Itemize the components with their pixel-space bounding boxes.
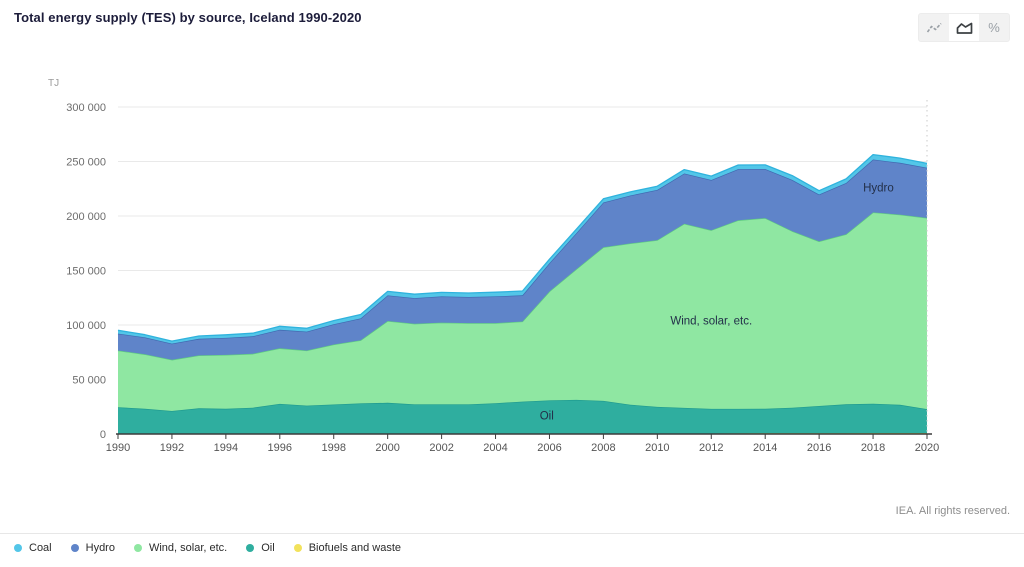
line-view-button[interactable] [919, 14, 949, 41]
x-tick-label: 2020 [915, 442, 939, 454]
x-tick-label: 1994 [214, 442, 238, 454]
x-tick-label: 1998 [321, 442, 345, 454]
legend-label: Oil [261, 542, 275, 554]
legend-item-oil[interactable]: Oil [246, 542, 275, 554]
x-tick-label: 1996 [268, 442, 292, 454]
page-title: Total energy supply (TES) by source, Ice… [14, 10, 362, 25]
percent-view-button[interactable]: % [979, 14, 1009, 41]
x-tick-label: 2004 [483, 442, 507, 454]
x-tick-label: 2010 [645, 442, 669, 454]
x-tick-label: 2018 [861, 442, 885, 454]
area-chart-icon [956, 22, 972, 34]
legend-dot-wind_solar [133, 544, 142, 552]
legend-label: Biofuels and waste [308, 542, 402, 554]
y-tick-label: 100 000 [66, 320, 106, 332]
area-view-button[interactable] [949, 14, 979, 41]
area-oil[interactable] [118, 399, 927, 434]
x-tick-label: 2016 [807, 442, 831, 454]
series-label-wind-solar-etc: Wind, solar, etc. [670, 316, 752, 328]
y-tick-label: 250 000 [66, 157, 106, 169]
legend-label: Coal [29, 542, 52, 554]
legend-dot-coal [14, 544, 22, 552]
x-tick-label: 2008 [591, 442, 615, 454]
series-label-hydro: Hydro [863, 183, 894, 195]
legend-dot-oil [246, 544, 255, 552]
legend-dot-biofuels [293, 544, 302, 552]
x-tick-label: 2000 [375, 442, 399, 454]
x-tick-label: 2006 [537, 442, 561, 454]
line-chart-icon [926, 22, 942, 32]
series-label-oil: Oil [540, 410, 554, 422]
area-topline-coal [117, 153, 928, 342]
y-tick-label: 300 000 [66, 102, 106, 114]
legend-item-biofuels[interactable]: Biofuels and waste [293, 542, 402, 554]
y-axis-unit-label: TJ [48, 78, 59, 89]
percent-icon: % [988, 20, 1000, 35]
x-tick-label: 1990 [106, 442, 130, 454]
legend-item-hydro[interactable]: Hydro [70, 542, 115, 554]
legend-divider [0, 533, 1024, 534]
legend-label: Wind, solar, etc. [148, 542, 228, 554]
legend-item-wind_solar[interactable]: Wind, solar, etc. [133, 542, 228, 554]
legend-dot-hydro [70, 544, 79, 552]
y-tick-label: 200 000 [66, 211, 106, 223]
y-tick-label: 0 [100, 429, 106, 441]
area-hydro[interactable] [118, 159, 927, 360]
legend: Coal Hydro Wind, solar, etc. Oil Biofuels an… [14, 542, 401, 554]
y-tick-label: 50 000 [72, 375, 106, 387]
chart-view-toggle: % [918, 13, 1010, 42]
x-tick-label: 2002 [429, 442, 453, 454]
y-tick-label: 150 000 [66, 266, 106, 278]
x-tick-label: 2012 [699, 442, 723, 454]
chart-canvas[interactable]: TJ 0 50 000 100 000 150 000 200 000 250 000 300… [0, 60, 1024, 470]
x-tick-label: 1992 [160, 442, 184, 454]
area-wind_solar[interactable] [118, 212, 927, 411]
x-tick-label: 2014 [753, 442, 777, 454]
legend-item-coal[interactable]: Coal [14, 542, 52, 554]
legend-label: Hydro [85, 542, 115, 554]
copyright-text: IEA. All rights reserved. [895, 505, 1010, 517]
